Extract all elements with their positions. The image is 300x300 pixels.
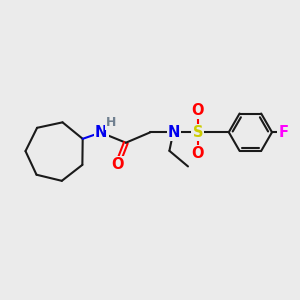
Text: N: N [168,125,180,140]
Text: S: S [193,125,203,140]
Text: F: F [278,125,288,140]
Text: O: O [111,157,124,172]
Text: N: N [95,125,107,140]
Text: O: O [192,146,204,161]
Text: H: H [106,116,116,129]
Text: O: O [192,103,204,118]
